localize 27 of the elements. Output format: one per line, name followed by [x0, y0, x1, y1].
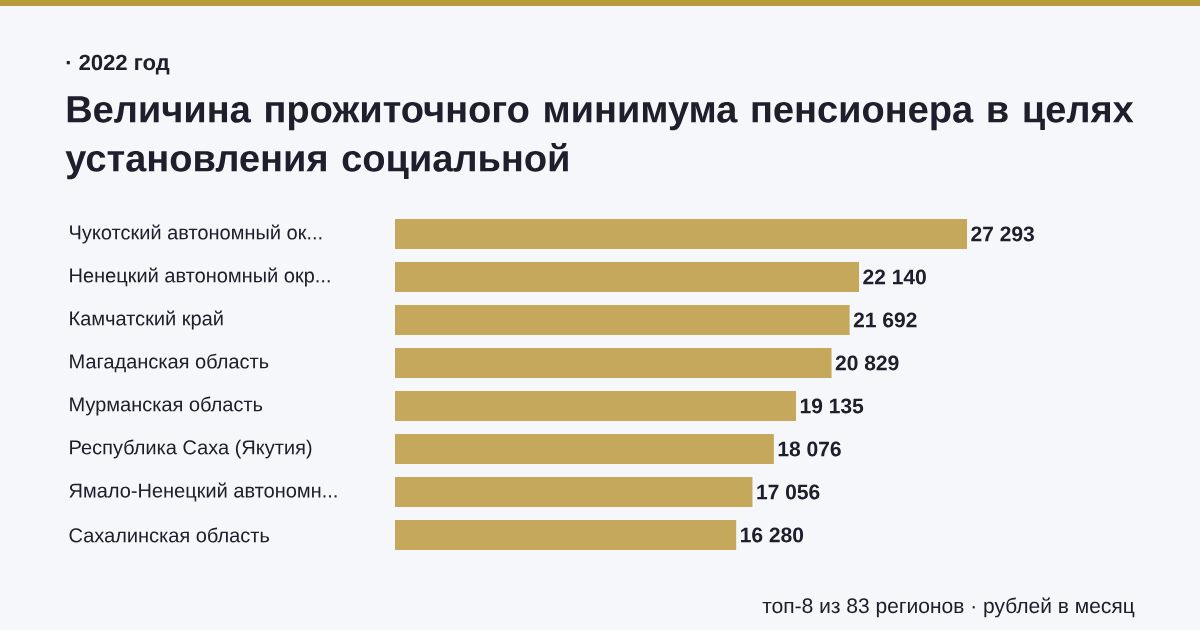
chart-title: Величина прожиточного минимума пенсионера в целях установления социальной: [65, 96, 1134, 180]
bar: [395, 348, 832, 378]
y-tick-label: Ямало-Ненецкий автономн...: [69, 482, 337, 502]
y-tick-label: Ненецкий автономный окр...: [70, 267, 330, 287]
data-label: 16 280: [741, 527, 804, 543]
data-label: 19 135: [800, 398, 864, 414]
bar: [395, 477, 753, 507]
y-tick-label: Сахалинская область: [69, 527, 270, 543]
data-label: 18 076: [778, 441, 841, 457]
y-tick-label: Магаданская область: [70, 353, 269, 373]
bar: [395, 262, 860, 293]
data-label: 17 056: [757, 484, 820, 500]
bar: [395, 391, 797, 421]
bar: [395, 219, 968, 250]
data-label: 27 293: [971, 226, 1034, 242]
bar: [395, 520, 737, 550]
y-tick-label: Республика Саха (Якутия): [70, 439, 312, 459]
bar: [395, 434, 774, 464]
data-label: 21 692: [853, 312, 917, 328]
y-tick-label: Чукотский автономный ок...: [70, 224, 322, 244]
y-tick-label: Мурманская область: [70, 396, 263, 416]
y-tick-label: Камчатский край: [70, 310, 223, 330]
bar: [395, 305, 850, 335]
text: топ-8 из 83 регионов · рублей в месяц: [762, 597, 1135, 618]
text: · 2022 год: [66, 54, 170, 75]
data-label: 20 829: [835, 355, 899, 371]
data-label: 22 140: [863, 269, 926, 285]
